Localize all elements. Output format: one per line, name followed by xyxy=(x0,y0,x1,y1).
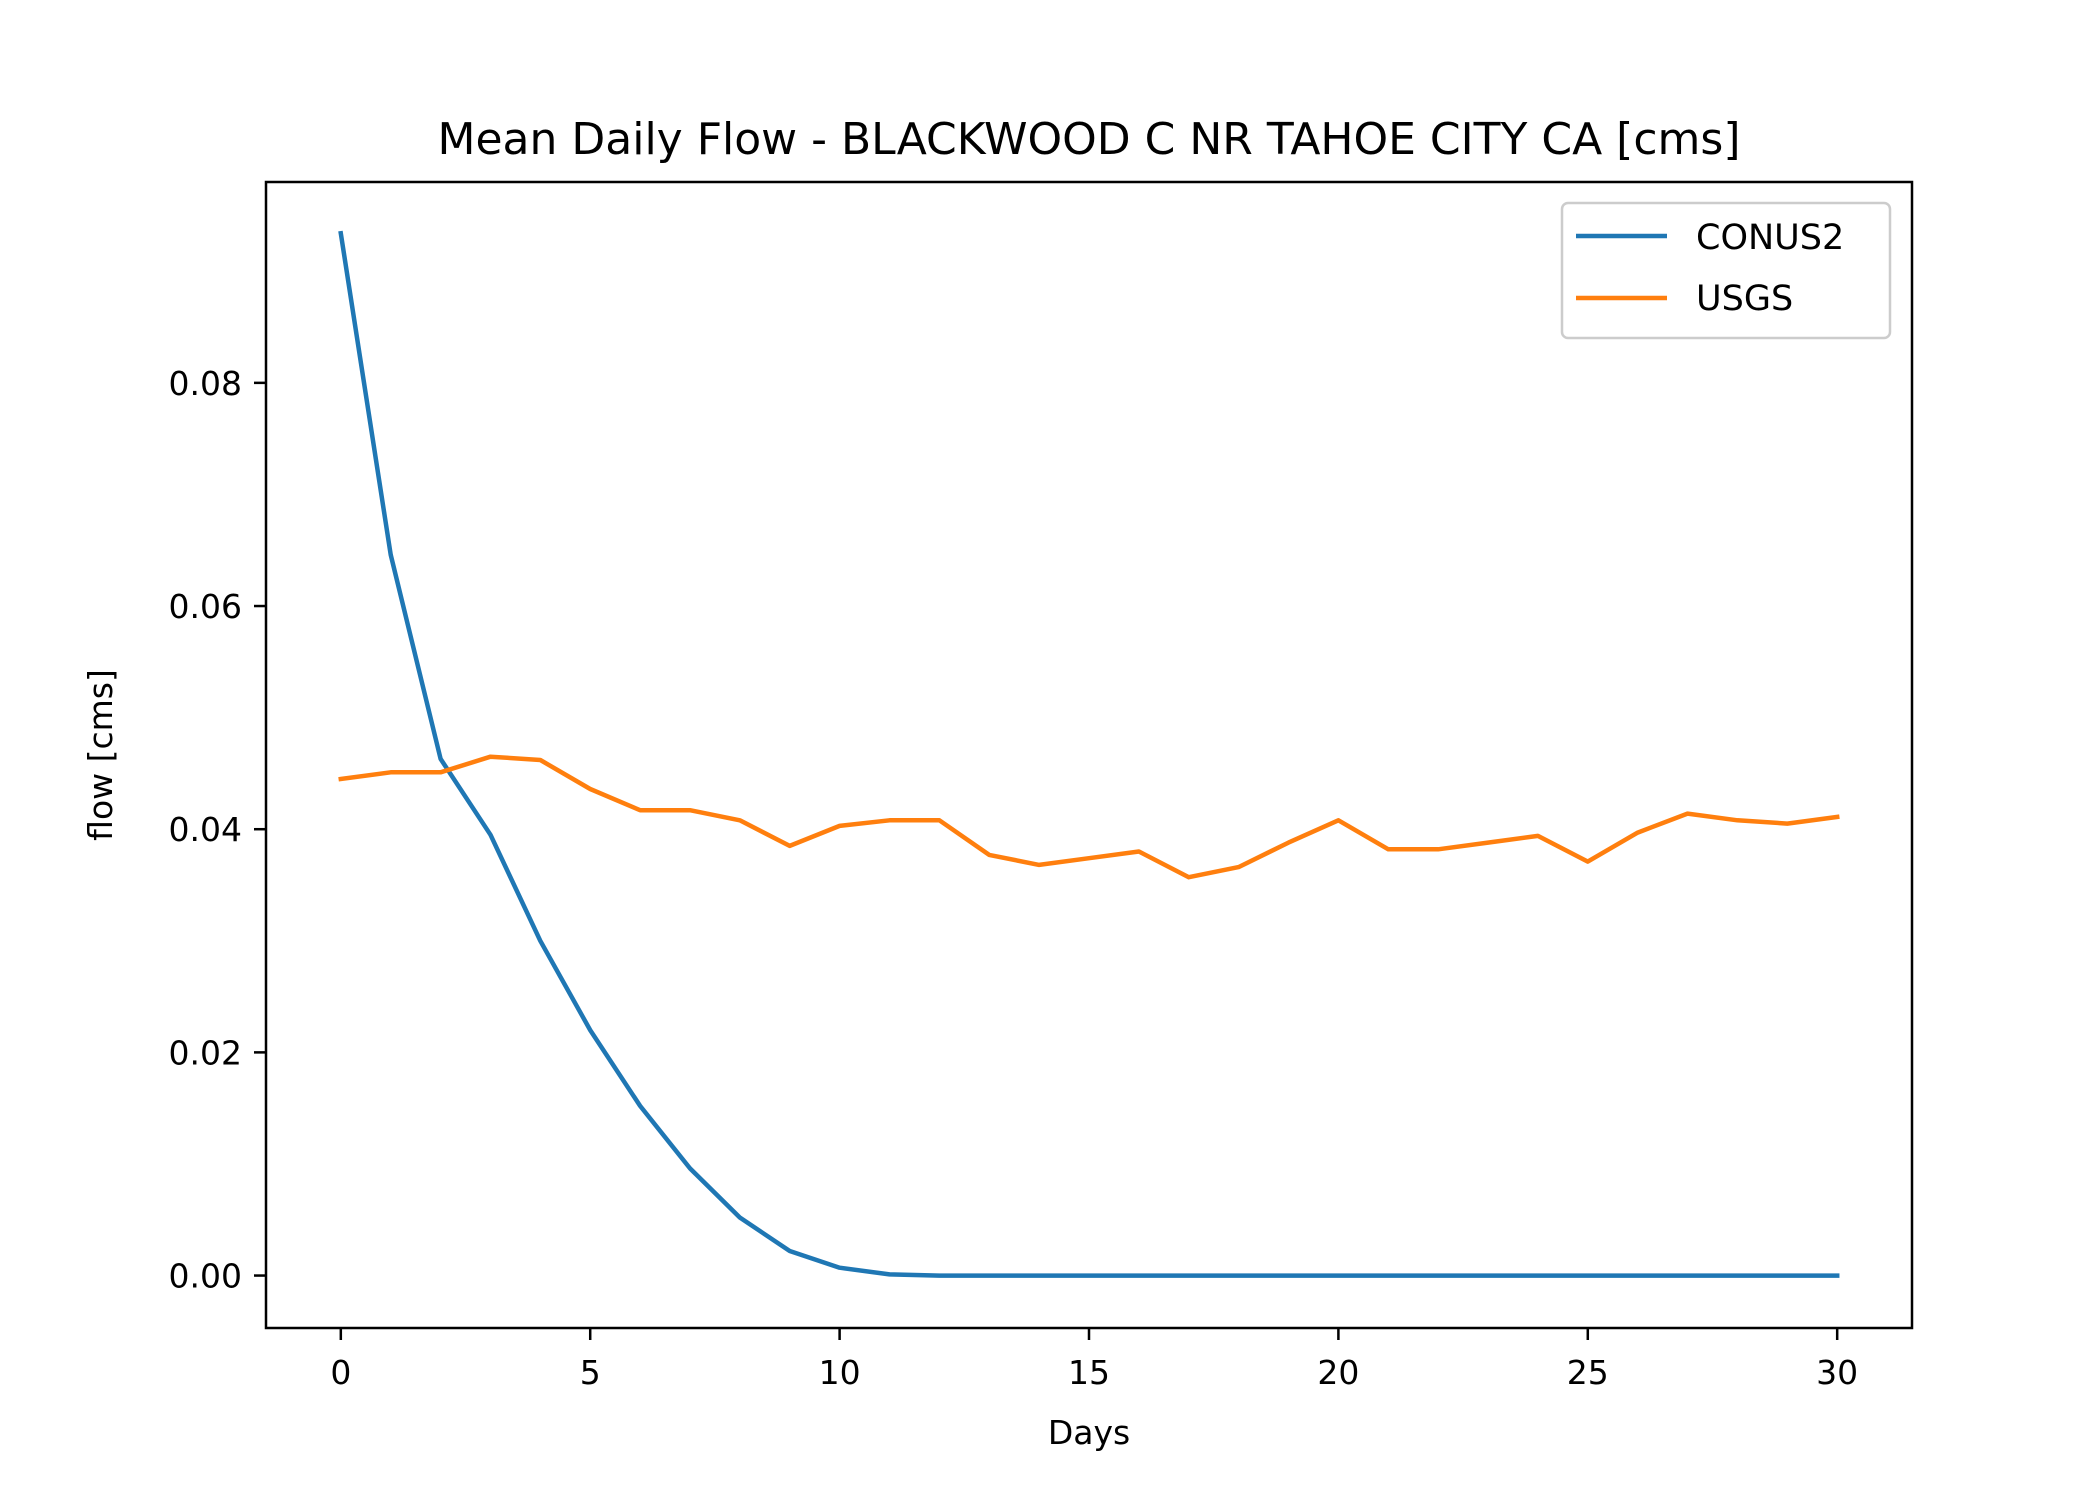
x-axis-label: Days xyxy=(1048,1413,1130,1452)
legend-label-conus2: CONUS2 xyxy=(1696,218,1844,258)
y-tick-label: 0.06 xyxy=(169,587,242,626)
chart-title: Mean Daily Flow - BLACKWOOD C NR TAHOE C… xyxy=(438,114,1741,165)
axes: 0 5 10 15 20 25 30 0.00 0.02 0.04 0.06 0.08 xyxy=(169,364,1859,1392)
plot-frame xyxy=(264,180,1914,1330)
x-tick-label: 10 xyxy=(819,1353,861,1392)
x-tick-label: 30 xyxy=(1816,1353,1858,1392)
y-tick-label: 0.04 xyxy=(169,810,242,849)
x-tick-label: 25 xyxy=(1567,1353,1609,1392)
y-tick-label: 0.00 xyxy=(169,1257,242,1296)
legend-label-usgs: USGS xyxy=(1696,279,1793,319)
x-tick-label: 0 xyxy=(330,1353,351,1392)
series-line-conus2 xyxy=(338,230,1840,1278)
x-tick-label: 20 xyxy=(1317,1353,1359,1392)
x-tick-label: 15 xyxy=(1068,1353,1110,1392)
y-tick-label: 0.02 xyxy=(169,1033,242,1072)
y-tick-label: 0.08 xyxy=(169,364,242,403)
y-axis-label: flow [cms] xyxy=(81,669,120,841)
series-line-usgs xyxy=(338,754,1840,880)
legend: CONUS2 USGS xyxy=(1560,201,1892,340)
plot-area xyxy=(338,230,1840,1278)
x-tick-label: 5 xyxy=(580,1353,601,1392)
